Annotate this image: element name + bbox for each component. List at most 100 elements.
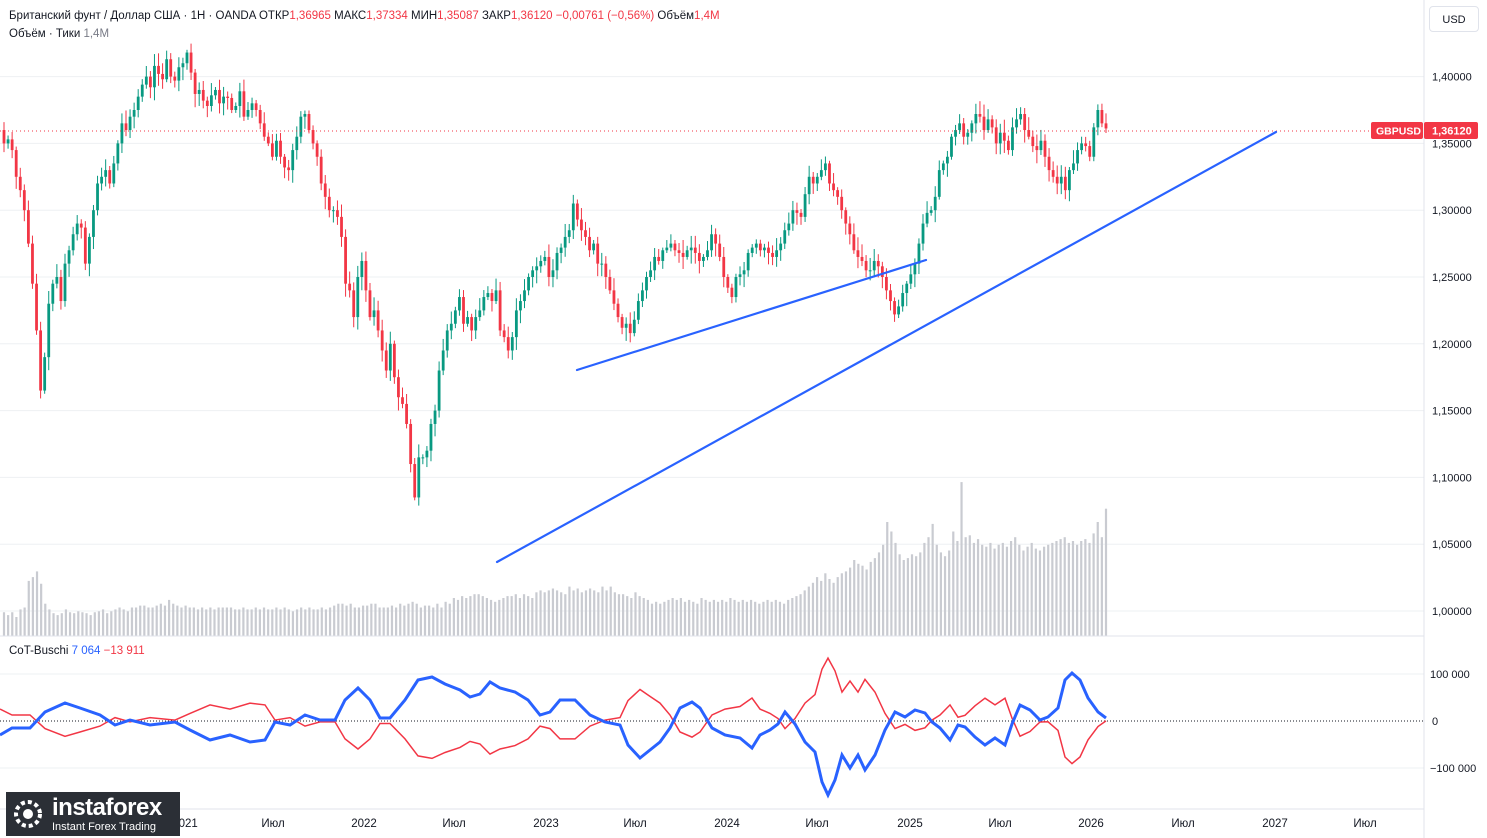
candle [275, 133, 278, 161]
volume-bar [588, 588, 592, 636]
candle [92, 204, 95, 250]
candle [986, 109, 990, 133]
candle [136, 89, 140, 118]
candle [673, 239, 677, 257]
volume-bar [52, 613, 55, 636]
high-label: МАКС [334, 10, 367, 22]
candle [645, 271, 648, 299]
volume-bar [205, 609, 208, 636]
candle [323, 175, 327, 210]
volume-bar [655, 601, 658, 636]
cot-red-line [0, 656, 1107, 765]
volume-label: Объём [657, 10, 695, 22]
candle [31, 235, 34, 289]
symbol-legend[interactable]: Британский фунт / Доллар США · 1Н · OAND… [9, 10, 720, 22]
volume-bar [1063, 537, 1066, 636]
candle [909, 265, 913, 290]
volume-bar [494, 601, 497, 636]
trendline-main [495, 130, 1278, 564]
volume-bar [551, 588, 555, 636]
candle [567, 224, 571, 244]
trendlines[interactable] [495, 130, 1278, 564]
candle [283, 153, 286, 179]
candle [604, 256, 608, 289]
volume-bar [1022, 550, 1025, 636]
volume-bar [15, 617, 18, 636]
candle [714, 228, 718, 257]
candle [360, 252, 364, 291]
candle [83, 221, 87, 271]
volume-bar [485, 598, 488, 636]
volume-bar [638, 596, 641, 636]
volume-bar [353, 607, 356, 636]
candle [43, 352, 47, 394]
candle [872, 249, 876, 278]
candle [933, 186, 937, 223]
volume-bar [139, 605, 142, 636]
candle [738, 266, 742, 286]
candle [950, 133, 953, 160]
volume-legend[interactable]: Объём · Тики 1,4M [9, 28, 109, 40]
volume-bar [155, 605, 158, 636]
volume-bar [964, 537, 967, 636]
candle [218, 79, 221, 114]
volume-bar [176, 605, 179, 636]
volume-bar [242, 607, 245, 636]
volume-bar [527, 596, 530, 636]
indicator-legend[interactable]: CoT-Buschi 7 064 −13 911 [9, 645, 145, 657]
volume-bar [366, 605, 369, 636]
volume-bar [93, 612, 96, 636]
candle [1076, 142, 1079, 171]
volume-bar [725, 601, 728, 636]
volume-bar [1100, 537, 1103, 636]
volume-bar [952, 531, 955, 636]
candle [148, 71, 152, 99]
volume-bar [770, 601, 773, 636]
volume-bar [473, 594, 476, 636]
candle [527, 273, 530, 296]
volume-bar [374, 603, 377, 636]
candle [962, 117, 966, 145]
candle [502, 324, 506, 343]
close-value: 1,36120 [510, 10, 553, 22]
candle [315, 140, 319, 166]
candle [63, 253, 67, 307]
volume-bar [700, 598, 703, 636]
candle [901, 284, 905, 312]
currency-button[interactable]: USD [1429, 6, 1479, 32]
volume-bar [646, 599, 649, 636]
volume-bar [902, 560, 905, 636]
low-value: 1,35087 [437, 10, 479, 22]
candle [1092, 123, 1096, 162]
candle [14, 146, 18, 189]
volume-bar [77, 611, 80, 636]
candle [10, 131, 14, 159]
volume-bar [1026, 546, 1029, 636]
time-axis[interactable]: 2021 Июл 2022 Июл 2023 Июл 2024 Июл 2025 Июл 2026 И… [172, 818, 1376, 830]
volume-bar [386, 607, 389, 636]
volume-bar [502, 598, 505, 636]
candle [758, 239, 762, 257]
volume-bar [712, 599, 716, 636]
indicator-axis[interactable]: 100 000 0 −100 000 [1430, 669, 1476, 775]
price-axis[interactable]: 1,40000 1,35000 1,30000 1,25000 1,20000 1,150… [1432, 72, 1472, 618]
candle [104, 159, 108, 187]
volume-bar [1009, 541, 1013, 636]
indicator-axis-label: 0 [1432, 716, 1438, 728]
volume-bar [948, 550, 951, 636]
time-axis-label: 2026 [1078, 818, 1104, 830]
volume-bar [180, 607, 183, 636]
volume-bar [555, 590, 559, 636]
volume-bar [295, 609, 299, 636]
volume-bar [147, 607, 150, 636]
volume-bar [1088, 542, 1091, 636]
volume-bar [333, 605, 336, 636]
change-value: −0,00761 (−0,56%) [555, 10, 655, 22]
volume-bar [787, 599, 790, 636]
candle [689, 235, 693, 264]
candle [453, 306, 457, 329]
volume-bar [791, 598, 794, 636]
candle [153, 54, 156, 101]
instaforex-logo: instaforex Instant Forex Trading [6, 792, 180, 836]
